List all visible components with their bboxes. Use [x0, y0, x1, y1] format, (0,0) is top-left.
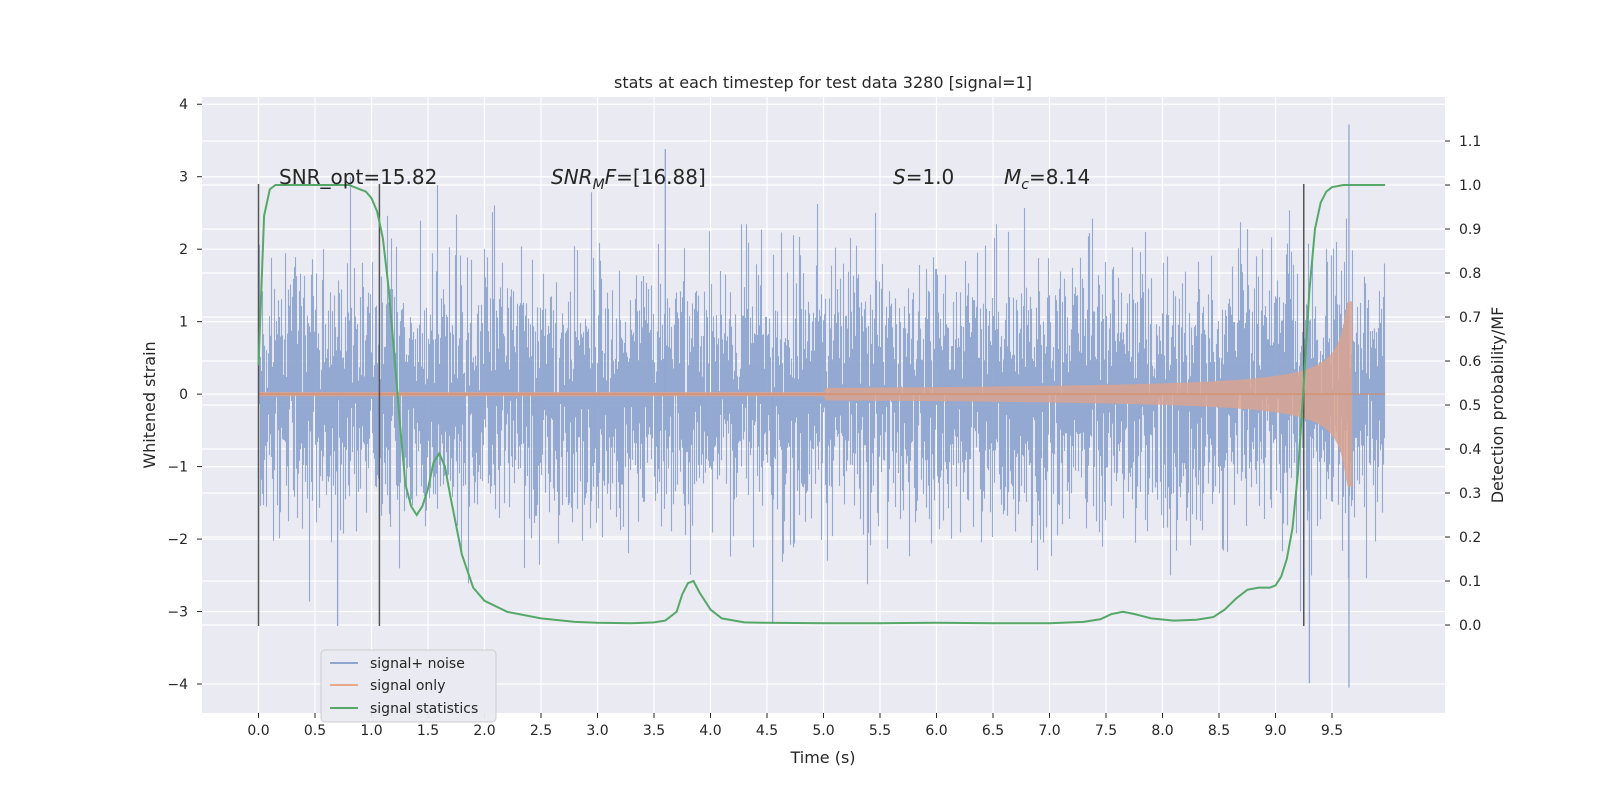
x-tick-label: 0.0	[247, 723, 269, 739]
x-tick-label: 4.0	[699, 723, 721, 739]
y-right-tick-label: 0.4	[1459, 442, 1481, 458]
mc-sub: c	[1021, 177, 1029, 193]
x-tick-label: 7.5	[1095, 723, 1117, 739]
x-tick-label: 3.0	[586, 723, 608, 739]
y-right-tick-label: 1.0	[1459, 178, 1481, 194]
x-tick-label: 8.5	[1208, 723, 1230, 739]
y-tick-label: −4	[167, 677, 188, 693]
legend: signal+ noise signal only signal statist…	[320, 649, 497, 723]
x-tick-label: 9.0	[1264, 723, 1286, 739]
y-right-tick-label: 0.5	[1459, 398, 1481, 414]
signal-series	[258, 256, 1386, 511]
x-tick-label: 6.0	[925, 723, 947, 739]
mc-value: =8.14	[1029, 165, 1090, 189]
vertical-markers	[257, 183, 1305, 627]
legend-label-noise: signal+ noise	[370, 656, 465, 672]
y-right-tick-label: 0.2	[1459, 530, 1481, 546]
snr-mf-f: F	[605, 165, 617, 189]
y-tick-label: 4	[179, 97, 188, 113]
y-right-tick-label: 0.8	[1459, 266, 1481, 282]
annotation-mc: Mc=8.14	[1004, 165, 1090, 193]
x-tick-label: 8.0	[1151, 723, 1173, 739]
y-right-tick-label: 1.1	[1459, 134, 1481, 150]
y-right-tick-label: 0.6	[1459, 354, 1481, 370]
x-tick-label: 6.5	[982, 723, 1004, 739]
y-right-tick-label: 0.1	[1459, 574, 1481, 590]
x-tick-label: 5.0	[812, 723, 834, 739]
y-tick-label: −2	[167, 532, 188, 548]
x-tick-label: 0.5	[304, 723, 326, 739]
annotation-s: S=1.0	[893, 165, 954, 189]
x-tick-label: 7.0	[1038, 723, 1060, 739]
y-tick-label: −1	[167, 460, 188, 476]
ticks: 0.0 0.5 1.0 1.5 2.0 2.5 3.0 3.5 4.0 4.5 5.0 5.5 6.0 6…	[167, 97, 1481, 739]
x-tick-label: 3.5	[643, 723, 665, 739]
x-tick-label: 1.5	[417, 723, 439, 739]
y-right-tick-label: 0.3	[1459, 486, 1481, 502]
x-tick-label: 5.5	[869, 723, 891, 739]
snr-mf-base: SNR	[551, 165, 593, 189]
snr-mf-sub: M	[593, 177, 605, 193]
x-axis-label: Time (s)	[789, 748, 855, 767]
legend-box	[320, 649, 497, 723]
x-tick-label: 4.5	[756, 723, 778, 739]
annotation-snr-mf: SNRMF=[16.88]	[551, 165, 706, 193]
y-right-tick-label: 0.9	[1459, 222, 1481, 238]
y-tick-label: 1	[179, 315, 188, 331]
y-axis-label: Whitened strain	[140, 341, 159, 468]
x-tick-label: 2.0	[473, 723, 495, 739]
y-right-tick-label: 0.0	[1459, 618, 1481, 634]
legend-label-signal: signal only	[370, 678, 445, 694]
y-tick-label: −3	[167, 605, 188, 621]
x-tick-label: 2.5	[530, 723, 552, 739]
statistics-series	[257, 184, 1386, 625]
x-tick-label: 9.5	[1321, 723, 1343, 739]
y-tick-label: 2	[179, 242, 188, 258]
snr-mf-value: =[16.88]	[616, 165, 706, 189]
y-right-tick-label: 0.7	[1459, 310, 1481, 326]
s-label: S	[893, 165, 906, 189]
statistics-line	[257, 184, 1386, 625]
y-tick-label: 0	[179, 387, 188, 403]
y-tick-label: 3	[179, 170, 188, 186]
legend-label-stats: signal statistics	[370, 701, 478, 717]
chart-title: stats at each timestep for test data 328…	[614, 73, 1032, 92]
mc-label: M	[1004, 165, 1021, 189]
x-tick-label: 1.0	[360, 723, 382, 739]
annotation-snr-opt: SNR_opt=15.82	[279, 165, 437, 189]
s-value: =1.0	[906, 165, 955, 189]
y-right-axis-label: Detection probability/MF	[1488, 307, 1507, 504]
